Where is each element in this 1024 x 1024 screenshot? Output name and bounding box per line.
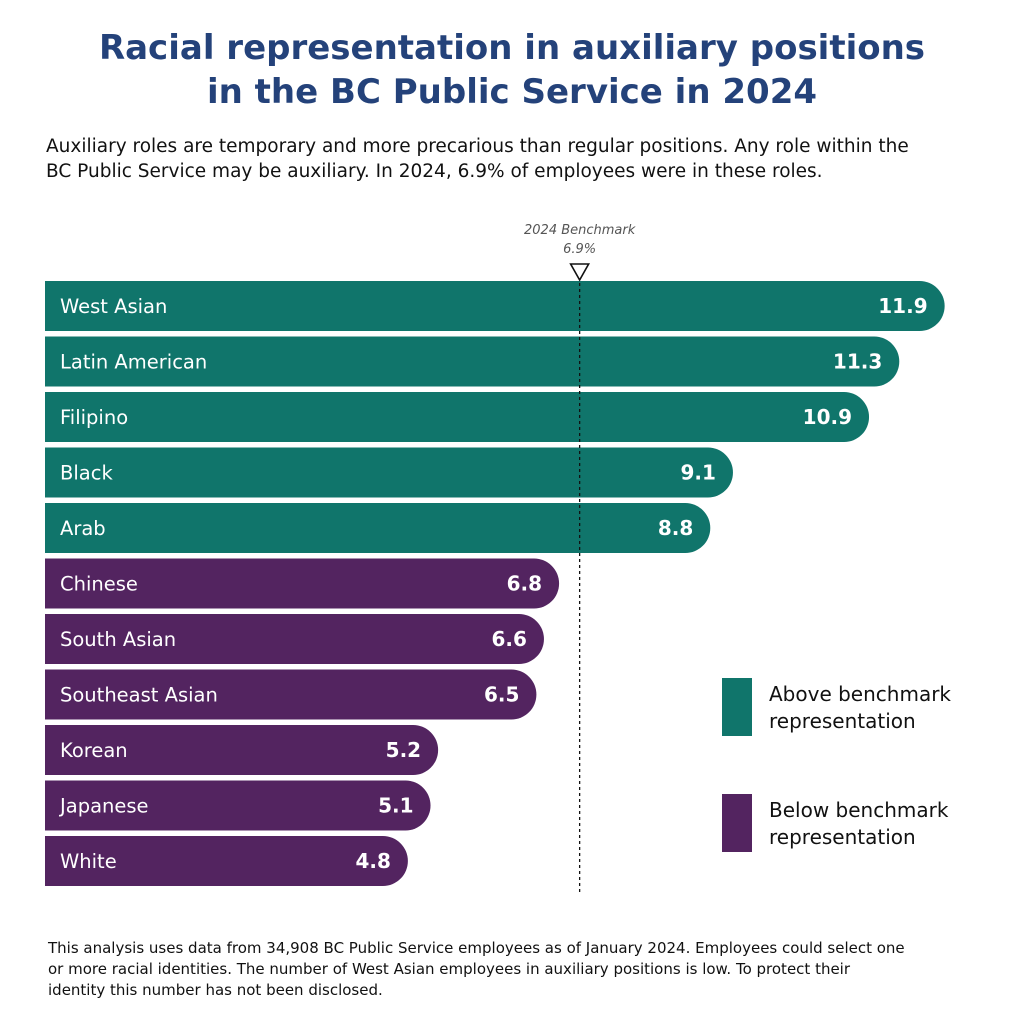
legend-label-below: Below benchmark [769, 798, 949, 822]
category-label: West Asian [60, 295, 167, 318]
category-label: Southeast Asian [60, 684, 218, 707]
category-label: White [60, 850, 117, 873]
data-label: 5.1 [378, 794, 413, 818]
footnote-line-1: This analysis uses data from 34,908 BC P… [48, 939, 905, 957]
data-label: 6.8 [507, 572, 542, 596]
category-label: Latin American [60, 351, 207, 374]
bar-arab [45, 503, 711, 553]
legend-swatch-below [722, 794, 752, 852]
bar-chart: West Asian 11.9 Latin American 11.3 Filipino… [45, 223, 951, 893]
data-label: 5.2 [386, 738, 421, 762]
category-label: Korean [60, 739, 128, 762]
benchmark-value-label: 6.9% [563, 242, 596, 257]
benchmark-label: 2024 Benchmark [524, 223, 636, 238]
bar-white [45, 836, 408, 886]
bar-southeast-asian [45, 669, 537, 720]
category-label: South Asian [60, 628, 176, 651]
category-label: Filipino [60, 406, 128, 429]
data-label: 4.8 [355, 849, 390, 873]
chart-subtitle-line-2: BC Public Service may be auxiliary. In 2… [46, 161, 823, 182]
bar-black [45, 447, 733, 498]
bar-japanese [45, 780, 431, 831]
data-label: 11.3 [833, 350, 882, 374]
bar-south-asian [45, 614, 544, 664]
category-label: Black [60, 462, 113, 485]
legend-swatch-above [722, 678, 752, 736]
bar-west-asian [45, 281, 945, 331]
category-label: Japanese [58, 795, 149, 818]
chart-subtitle-line-1: Auxiliary roles are temporary and more p… [46, 136, 909, 157]
benchmark-marker-icon [569, 263, 591, 282]
bar-filipino [45, 392, 870, 442]
legend-label-above: Above benchmark [769, 682, 951, 706]
chart-title-line-1: Racial representation in auxiliary posit… [98, 28, 926, 68]
data-label: 8.8 [658, 516, 693, 540]
chart-title: Racial representation in auxiliary posit… [0, 26, 1024, 114]
footnote-line-2: or more racial identities. The number of… [48, 960, 851, 978]
bar-latin-american [45, 336, 900, 387]
footnote: This analysis uses data from 34,908 BC P… [48, 938, 998, 1001]
data-label: 11.9 [878, 294, 927, 318]
legend-label-below-line-2: representation [769, 825, 916, 849]
bar-korean [45, 725, 439, 775]
footnote-line-3: identity this number has not been disclo… [48, 981, 383, 999]
chart-title-line-2: in the BC Public Service in 2024 [206, 72, 818, 112]
data-label: 6.6 [492, 627, 527, 651]
data-label: 6.5 [484, 683, 519, 707]
legend: Above benchmark representation Below bench… [722, 678, 951, 852]
category-label: Chinese [60, 573, 138, 596]
data-label: 9.1 [681, 461, 716, 485]
bar-group: West Asian 11.9 Latin American 11.3 Filipino… [45, 281, 945, 886]
bar-chinese [45, 558, 560, 609]
data-label: 10.9 [803, 405, 852, 429]
legend-label-above-line-2: representation [769, 709, 916, 733]
chart-subtitle: Auxiliary roles are temporary and more p… [46, 134, 996, 184]
category-label: Arab [60, 517, 106, 540]
